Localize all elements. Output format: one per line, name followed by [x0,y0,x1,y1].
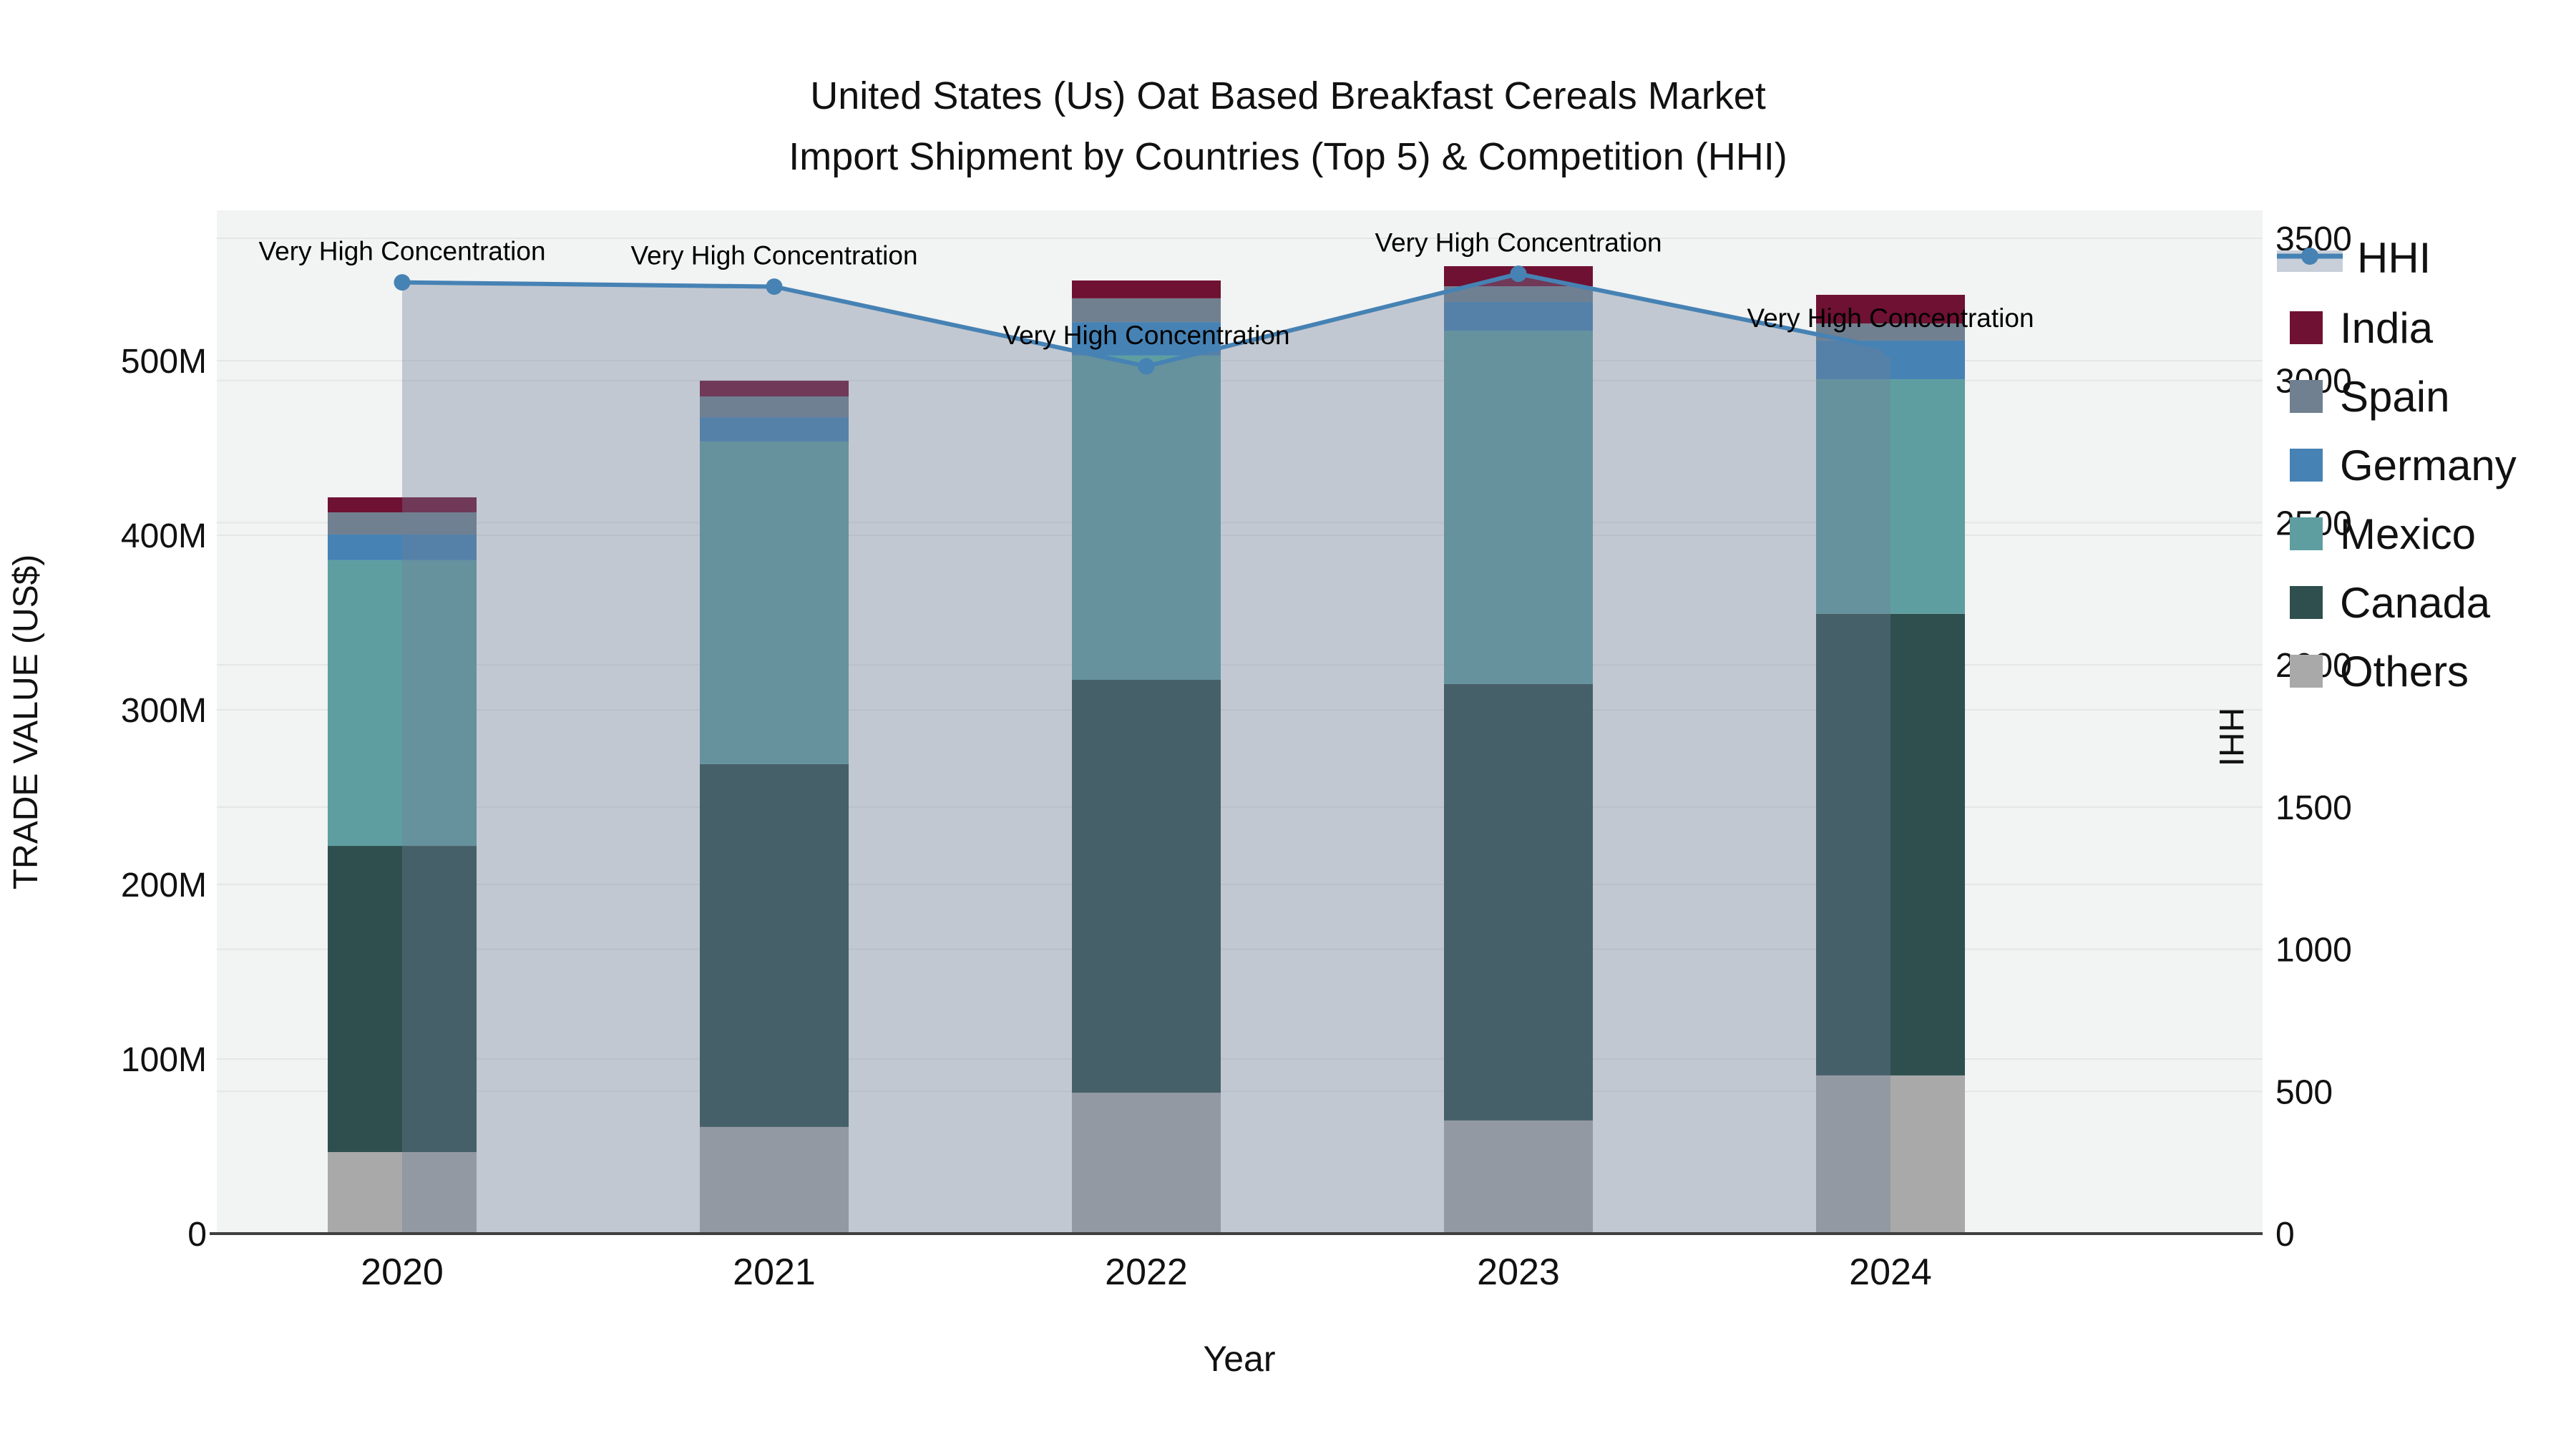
bar-segment-2022-mexico [1072,355,1221,680]
bar-segment-2023-others [1444,1120,1593,1234]
legend-swatch-germany [2290,449,2323,482]
bar-segment-2024-mexico [1816,379,1965,614]
y-left-tick-0: 0 [187,1216,207,1254]
hhi-legend-glyph-icon [2277,235,2343,280]
chart-title-line1: United States (Us) Oat Based Breakfast C… [810,74,1766,117]
y-right-tick-0: 0 [2275,1216,2295,1254]
chart-title-line2: Import Shipment by Countries (Top 5) & C… [789,135,1787,178]
bar-segment-2024-spain [1816,323,1965,341]
bar-segment-2021-spain [700,396,849,418]
bar-segment-2021-india [700,381,849,397]
bar-segment-2020-others [328,1152,477,1234]
hhi-area-fill [402,273,1890,1234]
x-axis-title: Year [1203,1339,1275,1379]
legend-label-germany: Germany [2340,441,2517,489]
legend-item-mexico[interactable]: Mexico [2277,509,2477,558]
legend-swatch-spain [2290,380,2323,413]
legend-label-india: India [2340,303,2434,352]
bar-segment-2020-germany [328,535,477,560]
x-tick-2022: 2022 [1105,1252,1188,1293]
hhi-marker-2022 [1138,358,1155,375]
bar-segment-2022-germany [1072,322,1221,356]
hhi-marker-2024 [1882,341,1899,358]
bar-segment-2022-canada [1072,680,1221,1093]
y-left-tick-300M: 300M [121,692,207,730]
y-left-tick-400M: 400M [121,517,207,555]
legend: HHI India Spain Germany Mexico Canada Others [2277,0,2576,1449]
legend-label-others: Others [2340,647,2469,696]
bar-segment-2024-others [1816,1075,1965,1234]
annotation-2024: Very High Concentration [1747,303,2034,333]
x-tick-2024: 2024 [1849,1252,1932,1293]
y-left-tick-500M: 500M [121,343,207,381]
hhi-marker-2021 [766,278,783,296]
bar-segment-2023-mexico [1444,331,1593,684]
legend-label-canada: Canada [2340,578,2491,627]
x-tick-2020: 2020 [361,1252,444,1293]
legend-label-spain: Spain [2340,372,2450,421]
bar-segment-2023-germany [1444,302,1593,331]
bar-segment-2020-mexico [328,560,477,847]
annotation-2022: Very High Concentration [1002,321,1289,350]
bar-segment-2020-india [328,497,477,513]
legend-item-spain[interactable]: Spain [2277,372,2450,421]
hhi-marker-2023 [1510,265,1527,283]
legend-item-others[interactable]: Others [2277,647,2469,696]
y-left-tick-100M: 100M [121,1041,207,1079]
legend-swatch-canada [2290,586,2323,619]
legend-item-canada[interactable]: Canada [2277,578,2491,627]
legend-label-mexico: Mexico [2340,509,2477,558]
bar-segment-2020-canada [328,846,477,1153]
y-axis-title-left: TRADE VALUE (US$) [7,555,45,890]
bar-segment-2023-spain [1444,286,1593,303]
bar-segment-2021-others [700,1126,849,1234]
legend-item-hhi[interactable]: HHI [2277,233,2431,282]
chart-title: United States (Us) Oat Based Breakfast C… [0,66,2576,187]
annotation-2023: Very High Concentration [1375,228,1662,258]
y-right-tick-1000: 1000 [2275,932,2352,970]
y-axis-title-right: HHI [2212,708,2250,767]
bar-segment-2021-canada [700,763,849,1127]
annotation-2021: Very High Concentration [630,241,917,270]
bar-segment-2023-canada [1444,683,1593,1121]
bar-segment-2024-india [1816,295,1965,324]
bar-segment-2021-mexico [700,441,849,764]
bar-segment-2024-canada [1816,613,1965,1075]
legend-label-hhi: HHI [2357,233,2431,282]
y-right-tick-500: 500 [2275,1073,2333,1111]
y-left-tick-200M: 200M [121,867,207,904]
bar-segment-2022-others [1072,1093,1221,1234]
y-right-tick-1500: 1500 [2275,789,2352,827]
legend-item-germany[interactable]: Germany [2277,441,2517,489]
legend-swatch-others [2290,655,2323,688]
bar-segment-2020-spain [328,512,477,535]
bar-segment-2022-spain [1072,298,1221,323]
bar-segment-2021-germany [700,417,849,441]
legend-swatch-mexico [2290,517,2323,550]
legend-item-india[interactable]: India [2277,303,2434,352]
bar-segment-2022-india [1072,280,1221,298]
x-tick-2021: 2021 [733,1252,816,1293]
annotation-2020: Very High Concentration [258,237,545,266]
x-tick-2023: 2023 [1477,1252,1560,1293]
hhi-marker-2020 [394,274,411,291]
legend-swatch-india [2290,311,2323,344]
